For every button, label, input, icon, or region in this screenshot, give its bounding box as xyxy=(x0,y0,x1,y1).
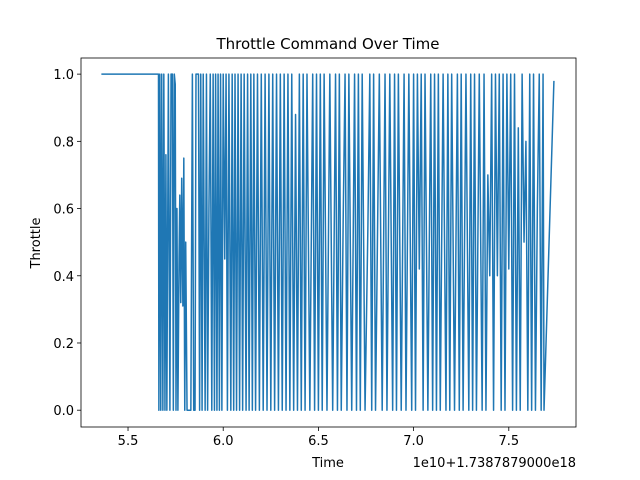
plot-area xyxy=(101,73,555,411)
x-tick-label: 5.5 xyxy=(118,434,139,449)
data-line xyxy=(101,73,555,411)
y-tick-label: 0.0 xyxy=(53,404,74,419)
y-axis-label: Throttle xyxy=(29,218,44,270)
chart-title: Throttle Command Over Time xyxy=(215,35,439,53)
x-tick-label: 7.0 xyxy=(403,434,424,449)
y-tick-label: 0.2 xyxy=(53,337,74,352)
y-tick-label: 0.6 xyxy=(53,203,74,218)
x-axis-label: Time xyxy=(311,456,344,471)
x-tick-label: 7.5 xyxy=(498,434,519,449)
axes-frame xyxy=(80,57,577,428)
y-tick-label: 1.0 xyxy=(53,68,74,83)
x-tick-label: 6.5 xyxy=(308,434,329,449)
x-offset-label: 1e10+1.7387879000e18 xyxy=(413,456,576,471)
y-tick-label: 0.8 xyxy=(53,135,74,150)
x-tick-label: 6.0 xyxy=(213,434,234,449)
y-tick-label: 0.4 xyxy=(53,270,74,285)
